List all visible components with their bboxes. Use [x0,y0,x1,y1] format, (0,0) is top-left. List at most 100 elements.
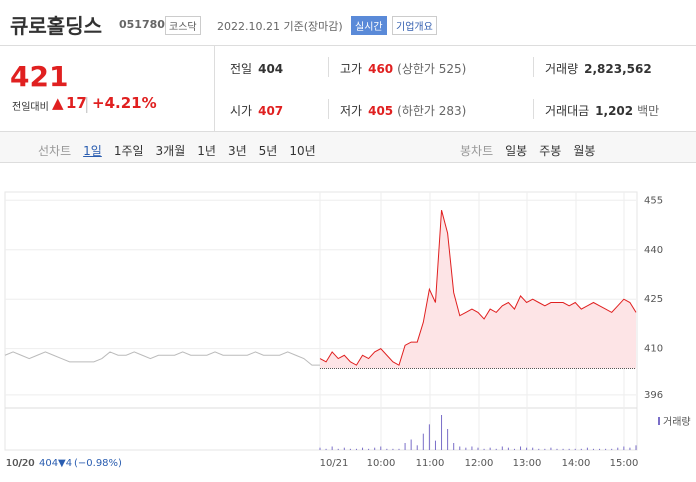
stat: 시가 407 [230,102,283,119]
stat: 거래대금 1,202 백만 [545,102,659,119]
stat-value: 1,202 [595,104,634,118]
candle-tab[interactable]: 월봉 [573,144,596,158]
period-tab[interactable]: 3년 [227,144,247,158]
market-tag: 코스닥 [165,16,201,35]
volume-bar [592,448,594,450]
stock-name: 큐로홀딩스 [10,14,102,38]
candle-tab[interactable]: 주봉 [539,144,562,158]
x-tick-label: 10:00 [367,458,396,469]
volume-bar [520,446,522,450]
volume-bar [355,448,357,450]
volume-legend-swatch [658,417,660,425]
area [320,210,636,369]
volume-bar [635,445,637,450]
footer-price: 404 [39,458,58,469]
volume-bar [319,447,321,450]
footer-rate: (−0.98%) [74,458,122,469]
volume-bar [422,433,424,450]
volume-bar [483,448,485,450]
y-tick-label: 396 [644,390,663,401]
stat-label: 거래량 [545,62,579,76]
stat-value: 405 [368,104,394,118]
volume-bar [416,445,418,450]
stat-label: 저가 [340,104,363,118]
x-tick-label: 13:00 [513,458,542,469]
stat: 고가 460 (상한가 525) [340,60,466,77]
stat: 저가 405 (하한가 283) [340,102,466,119]
volume-bar [331,446,333,450]
stat-label: 거래대금 [545,104,590,118]
volume-bar [349,448,351,450]
volume-bar [398,448,400,450]
volume-bar [562,448,564,450]
price-line [4,351,320,366]
period-tab[interactable]: 1일 [83,144,102,158]
divider [533,99,534,119]
volume-bar [501,446,503,450]
company-button[interactable]: 기업개요 [392,16,437,35]
volume-bar [489,447,491,450]
realtime-button[interactable]: 실시간 [351,16,387,35]
volume-bar [404,443,406,450]
volume-bar [465,447,467,450]
price-line [319,210,637,366]
volume-bar [368,448,370,450]
volume-bar [586,447,588,450]
volume-bar [556,448,558,450]
divider [328,57,329,77]
x-tick-label: 15:00 [610,458,639,469]
volume-bar [362,447,364,450]
plot-frame [4,191,638,451]
tab-bar: 선차트 1일 1주일 3개월 1년 3년 5년 10년 봉차트 일봉 주봉 월봉 [0,132,696,163]
x-tick-label: 10/21 [320,458,349,469]
period-tab[interactable]: 5년 [258,144,278,158]
volume-bar [343,447,345,450]
volume-bar [526,447,528,450]
change: 17 [66,94,87,112]
volume-bar [580,448,582,450]
volume-bar [532,447,534,450]
stat-extra: 백만 [637,104,660,118]
volume-legend: 거래량 [663,416,691,428]
divider [328,99,329,119]
volume-bar [410,439,412,450]
volume-bar [544,448,546,450]
divider: | [84,94,90,113]
stat: 전일 404 [230,60,283,77]
volume-bar [477,447,479,450]
period-tab[interactable]: 10년 [289,144,316,158]
stat-label: 전일 [230,62,253,76]
date: 2022.10.21 기준(장마감) [217,20,343,33]
stats: 전일 404 고가 460 (상한가 525) 거래량 2,823,562 시가 407 저가 40… [215,46,696,132]
candle-tab[interactable]: 일봉 [505,144,528,158]
current-price: 421 [10,60,69,93]
volume-bar [434,440,436,450]
stat: 거래량 2,823,562 [545,60,652,77]
volume-bar [441,415,443,450]
change-rate: +4.21% [92,94,157,112]
price-box: 421 전일대비 ▲ 17 | +4.21% [0,46,215,132]
volume-bar [574,448,576,450]
period-tab[interactable]: 1주일 [113,144,144,158]
tab-row: 봉차트 일봉 주봉 월봉 [460,140,607,159]
period-tab[interactable]: 3개월 [155,144,186,158]
change-label: 전일대비 [12,102,49,113]
stat-value: 2,823,562 [584,62,652,76]
stat-value: 407 [258,104,284,118]
volume-bar [447,429,449,450]
volume-bar [605,448,607,450]
x-tick-label: 14:00 [562,458,591,469]
volume-bar [380,446,382,450]
y-tick-label: 440 [644,245,663,256]
volume-bar [513,448,515,450]
volume-bar [459,446,461,450]
x-tick-label: 12:00 [465,458,494,469]
volume-bar [611,448,613,450]
divider [533,57,534,77]
x-tick-label: 11:00 [416,458,445,469]
volume-bar [538,448,540,450]
volume-bar [507,447,509,450]
period-tab[interactable]: 1년 [197,144,216,158]
